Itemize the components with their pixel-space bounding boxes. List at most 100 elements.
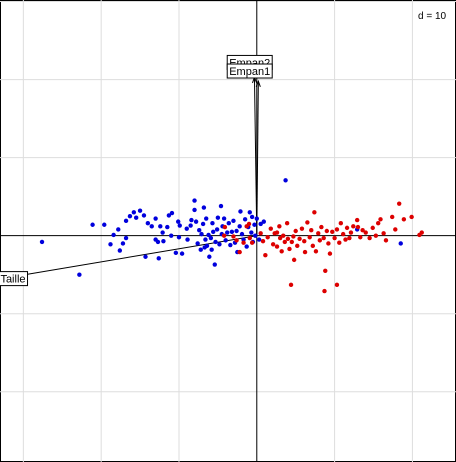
point-blue — [283, 178, 288, 183]
point-blue — [161, 238, 166, 244]
point-blue — [149, 224, 154, 229]
point-red — [249, 240, 255, 245]
point-red — [263, 252, 268, 258]
point-red — [367, 235, 372, 241]
point-blue — [208, 235, 214, 241]
point-blue — [123, 218, 129, 224]
point-blue — [173, 250, 179, 256]
point-blue — [198, 247, 203, 252]
point-blue — [225, 230, 230, 235]
point-blue — [185, 237, 190, 242]
point-red — [284, 220, 290, 226]
point-red — [375, 220, 381, 226]
point-blue — [249, 230, 254, 235]
point-red — [302, 238, 307, 244]
point-red — [287, 246, 292, 252]
point-red — [246, 221, 252, 227]
point-blue — [158, 224, 163, 229]
point-red — [358, 235, 363, 240]
point-blue — [175, 219, 181, 224]
point-blue — [214, 227, 220, 232]
point-red — [360, 228, 365, 233]
arrow-line-empan2 — [256, 81, 259, 236]
point-blue — [193, 219, 199, 224]
point-blue — [165, 224, 170, 230]
score-points — [39, 178, 424, 294]
point-blue — [207, 254, 212, 259]
point-blue — [258, 221, 263, 227]
point-red — [305, 220, 310, 225]
point-blue — [242, 217, 248, 222]
point-red — [302, 249, 308, 255]
arrow-label-taille: Taille — [0, 271, 29, 287]
point-blue — [195, 241, 200, 246]
point-blue — [102, 222, 107, 227]
point-blue — [160, 230, 165, 235]
point-red — [330, 229, 335, 234]
point-blue — [166, 213, 172, 218]
point-red — [297, 236, 302, 242]
grid-scale-label: d = 10 — [416, 11, 449, 23]
point-blue — [117, 248, 123, 253]
point-blue — [169, 210, 175, 216]
point-blue — [153, 216, 158, 221]
point-blue — [204, 243, 210, 249]
point-red — [265, 235, 270, 240]
point-blue — [111, 232, 116, 238]
point-red — [347, 235, 352, 241]
point-blue — [184, 226, 189, 231]
point-red — [289, 239, 295, 245]
point-blue — [213, 239, 218, 245]
point-red — [258, 231, 263, 236]
point-red — [354, 217, 360, 223]
point-red — [378, 217, 383, 222]
arrow-label-box — [226, 63, 273, 79]
point-red — [234, 238, 239, 243]
point-blue — [223, 238, 228, 243]
point-blue — [241, 237, 246, 242]
point-blue — [212, 262, 217, 267]
point-red — [260, 238, 266, 244]
point-red — [231, 234, 236, 239]
point-blue — [201, 205, 207, 210]
point-blue — [131, 210, 137, 215]
point-blue — [168, 233, 174, 238]
point-red — [323, 268, 328, 274]
point-blue — [253, 233, 258, 238]
point-red — [282, 239, 288, 245]
point-blue — [234, 228, 239, 234]
point-blue — [77, 272, 82, 277]
point-red — [321, 235, 326, 241]
point-blue — [123, 235, 129, 241]
point-blue — [179, 251, 185, 256]
point-red — [332, 235, 337, 241]
point-blue — [143, 254, 148, 259]
point-blue — [206, 232, 211, 238]
point-blue — [215, 215, 221, 220]
point-red — [277, 224, 282, 229]
point-blue — [221, 216, 227, 221]
point-red — [279, 249, 284, 254]
point-red — [316, 231, 321, 236]
point-red — [309, 228, 314, 233]
point-blue — [137, 208, 143, 213]
point-red — [241, 240, 246, 245]
point-red — [393, 227, 398, 232]
point-red — [288, 282, 294, 288]
point-red — [299, 226, 305, 231]
point-red — [237, 249, 242, 255]
point-red — [222, 224, 228, 230]
point-blue — [90, 222, 95, 227]
point-blue — [210, 220, 215, 226]
point-red — [312, 210, 317, 215]
point-blue — [249, 214, 255, 220]
point-red — [370, 225, 375, 231]
point-red — [274, 244, 280, 249]
point-red — [348, 230, 354, 235]
point-blue — [127, 213, 133, 219]
arrow-line-empan1 — [253, 77, 258, 236]
point-blue — [197, 228, 202, 233]
